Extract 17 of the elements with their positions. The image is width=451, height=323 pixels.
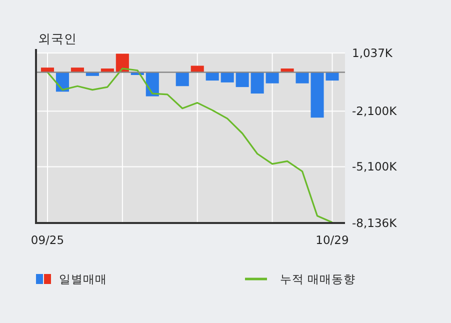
- bar: [190, 66, 204, 72]
- y-tick-label: -2,100K: [352, 104, 398, 118]
- y-tick-label: -8,136K: [352, 216, 398, 230]
- legend-label: 누적 매매동향: [280, 272, 356, 286]
- bar: [116, 54, 129, 72]
- x-tick-label: 09/25: [30, 233, 64, 247]
- x-tick-label: 10/29: [316, 233, 349, 247]
- bar: [266, 72, 279, 84]
- bar: [250, 72, 264, 94]
- y-tick-label: -5,100K: [352, 160, 398, 174]
- bar: [296, 72, 309, 84]
- bar: [220, 72, 234, 82]
- bar: [236, 72, 249, 88]
- y-tick-label: 1,037K: [352, 46, 393, 60]
- legend-label: 일별매매: [59, 272, 107, 286]
- bar: [176, 72, 189, 86]
- chart-title: 외국인: [38, 31, 77, 46]
